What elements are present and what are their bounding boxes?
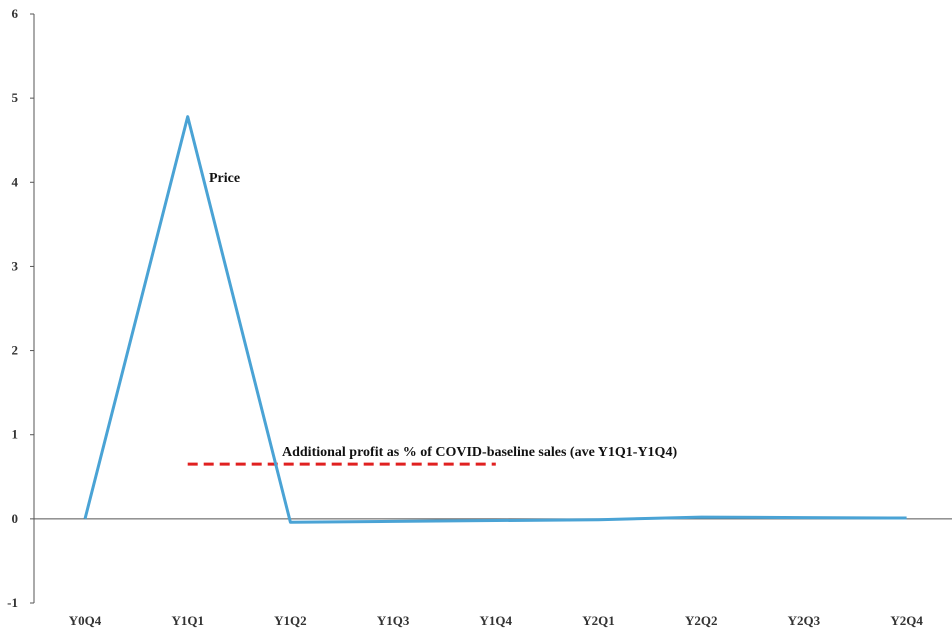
y-tick-label: 0 (12, 511, 19, 526)
y-tick-label: 2 (12, 343, 19, 358)
x-axis-ticks: Y0Q4 Y1Q1 Y1Q2 Y1Q3 Y1Q4 Y2Q1 Y2Q2 Y2Q3 Y2Q4 (69, 613, 924, 628)
x-tick-label: Y2Q1 (582, 613, 615, 628)
x-tick-label: Y1Q2 (274, 613, 307, 628)
series-label-price: Price (209, 171, 240, 186)
y-tick-label: 1 (12, 427, 19, 442)
y-tick-label: 5 (12, 90, 19, 105)
y-tick-label: -1 (7, 595, 18, 610)
y-tick-label: 6 (12, 6, 19, 21)
x-tick-label: Y1Q1 (171, 613, 204, 628)
x-tick-label: Y1Q4 (480, 613, 513, 628)
series-line-price (83, 115, 907, 524)
x-tick-label: Y2Q3 (788, 613, 821, 628)
x-tick-label: Y0Q4 (69, 613, 102, 628)
x-tick-label: Y2Q2 (685, 613, 718, 628)
reference-line-label: Additional profit as % of COVID-baseline… (282, 445, 677, 460)
y-axis-ticks: 6 5 4 3 2 1 0 -1 (7, 6, 34, 610)
x-tick-label: Y2Q4 (890, 613, 923, 628)
x-tick-label: Y1Q3 (377, 613, 410, 628)
y-tick-label: 4 (12, 174, 19, 189)
y-tick-label: 3 (12, 258, 19, 273)
